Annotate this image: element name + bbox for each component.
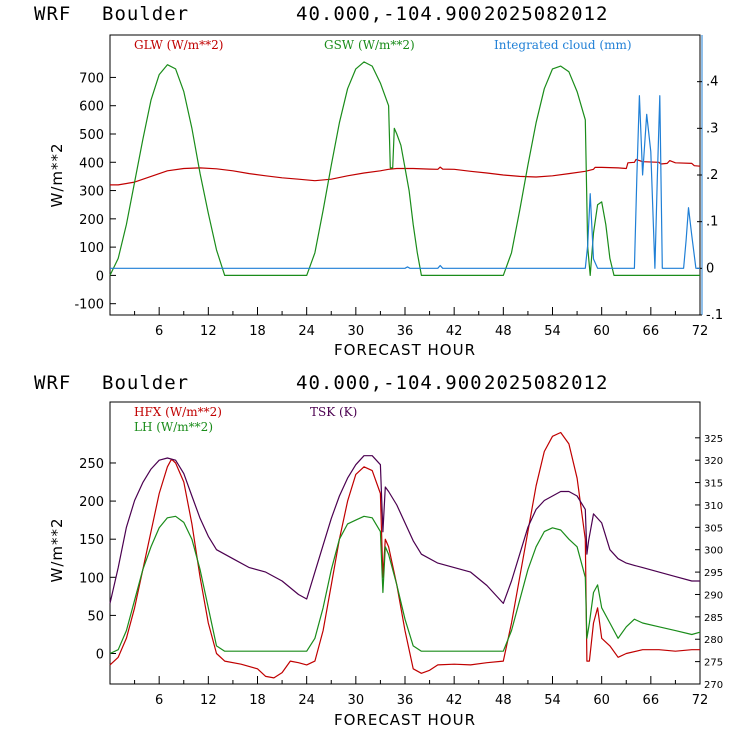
series-lines xyxy=(109,61,701,276)
y2-tick-label: 310 xyxy=(704,501,723,512)
top-chart-radiation: WRF Boulder 40.000,-104.900 2025082012 -… xyxy=(34,3,723,359)
series-line-cloud xyxy=(110,95,700,269)
left-axis-ticks: -100 0 100 200 300 400 500 600 700 xyxy=(74,71,116,313)
y2-tick-label: 320 xyxy=(704,456,723,467)
y-tick-label: 200 xyxy=(79,495,104,510)
header-station: Boulder xyxy=(102,372,189,394)
x-tick-label: 66 xyxy=(643,324,660,339)
header-model: WRF xyxy=(34,372,71,394)
header-run: 2025082012 xyxy=(484,372,608,394)
legend-hfx: HFX (W/m**2) xyxy=(134,405,222,419)
y2-tick-label: .2 xyxy=(706,168,718,183)
y2-tick-label: 270 xyxy=(704,680,723,691)
y2-tick-label: 315 xyxy=(704,479,723,490)
header-run: 2025082012 xyxy=(484,3,608,25)
legend-tsk: TSK (K) xyxy=(310,405,357,419)
x-tick-label: 30 xyxy=(348,324,365,339)
series-line-hfx xyxy=(109,431,700,679)
header-model: WRF xyxy=(34,3,71,25)
y2-tick-label: 305 xyxy=(704,523,723,534)
y-tick-label: 200 xyxy=(79,213,104,228)
header-coords: 40.000,-104.900 xyxy=(296,3,483,25)
x-tick-label: 72 xyxy=(692,324,709,339)
header-coords: 40.000,-104.900 xyxy=(296,372,483,394)
right-axis-ticks: -.1 0 .1 .2 .3 .4 xyxy=(697,75,723,323)
x-tick-label: 54 xyxy=(544,324,561,339)
x-axis-label: FORECAST HOUR xyxy=(334,711,476,729)
legend-lh: LH (W/m**2) xyxy=(134,420,213,434)
y-tick-label: 300 xyxy=(79,185,104,200)
y-tick-label: 700 xyxy=(79,71,104,86)
legend-gsw: GSW (W/m**2) xyxy=(324,38,415,52)
y2-tick-label: 295 xyxy=(704,568,723,579)
x-tick-label: 36 xyxy=(397,324,414,339)
y2-tick-label: .3 xyxy=(706,121,718,136)
header-station: Boulder xyxy=(102,3,189,25)
x-tick-label: 42 xyxy=(446,693,463,708)
y-tick-label: 250 xyxy=(79,457,104,472)
left-axis-ticks: 0 50 100 150 200 250 xyxy=(79,457,116,663)
y-tick-label: -100 xyxy=(74,298,104,313)
y-tick-label: 0 xyxy=(96,269,104,284)
x-tick-label: 18 xyxy=(249,324,266,339)
x-tick-label: 6 xyxy=(155,693,163,708)
bottom-chart-fluxes: WRF Boulder 40.000,-104.900 2025082012 0… xyxy=(34,372,723,729)
x-tick-label: 12 xyxy=(200,693,217,708)
x-tick-label: 72 xyxy=(692,693,709,708)
x-axis-ticks: 6 12 18 24 30 36 42 48 54 60 66 72 xyxy=(134,307,709,339)
series-line-tsk xyxy=(109,455,700,604)
y2-tick-label: 290 xyxy=(704,590,723,601)
legend-cloud: Integrated cloud (mm) xyxy=(494,38,632,52)
right-axis-ticks: 270 275 280 285 290 295 300 305 310 315 320 325 xyxy=(695,434,723,691)
y-tick-label: 50 xyxy=(87,609,104,624)
x-tick-label: 24 xyxy=(298,324,315,339)
x-tick-label: 66 xyxy=(643,693,660,708)
series-line-lh xyxy=(109,515,701,655)
y-tick-label: 0 xyxy=(96,648,104,663)
y-tick-label: 100 xyxy=(79,241,104,256)
y2-tick-label: 325 xyxy=(704,434,723,445)
y-axis-label: W/m**2 xyxy=(48,142,66,207)
x-tick-label: 60 xyxy=(593,324,610,339)
x-tick-label: 60 xyxy=(593,693,610,708)
x-tick-label: 42 xyxy=(446,324,463,339)
y2-tick-label: -.1 xyxy=(706,308,723,323)
x-tick-label: 54 xyxy=(544,693,561,708)
y2-tick-label: 300 xyxy=(704,546,723,557)
y2-tick-label: .4 xyxy=(706,75,718,90)
x-tick-label: 48 xyxy=(495,324,512,339)
y-tick-label: 600 xyxy=(79,100,104,115)
x-axis-label: FORECAST HOUR xyxy=(334,341,476,359)
x-tick-label: 12 xyxy=(200,324,217,339)
legend-glw: GLW (W/m**2) xyxy=(134,38,223,52)
y-tick-label: 500 xyxy=(79,128,104,143)
x-axis-ticks: 6 12 18 24 30 36 42 48 54 60 66 72 xyxy=(134,676,709,708)
series-line-gsw xyxy=(109,61,700,276)
plot-frame xyxy=(109,401,701,685)
plot-frame xyxy=(109,34,701,316)
y2-tick-label: 280 xyxy=(704,635,723,646)
x-tick-label: 36 xyxy=(397,693,414,708)
y-tick-label: 150 xyxy=(79,533,104,548)
y2-tick-label: 0 xyxy=(706,261,714,276)
x-tick-label: 18 xyxy=(249,693,266,708)
series-line-glw xyxy=(110,158,701,186)
y-tick-label: 100 xyxy=(79,571,104,586)
x-tick-label: 48 xyxy=(495,693,512,708)
series-lines xyxy=(109,431,701,679)
x-tick-label: 30 xyxy=(348,693,365,708)
y-axis-label: W/m**2 xyxy=(48,517,66,582)
y2-tick-label: 275 xyxy=(704,658,723,669)
y-tick-label: 400 xyxy=(79,156,104,171)
x-tick-label: 24 xyxy=(298,693,315,708)
y2-tick-label: 285 xyxy=(704,613,723,624)
y2-tick-label: .1 xyxy=(706,215,718,230)
x-tick-label: 6 xyxy=(155,324,163,339)
